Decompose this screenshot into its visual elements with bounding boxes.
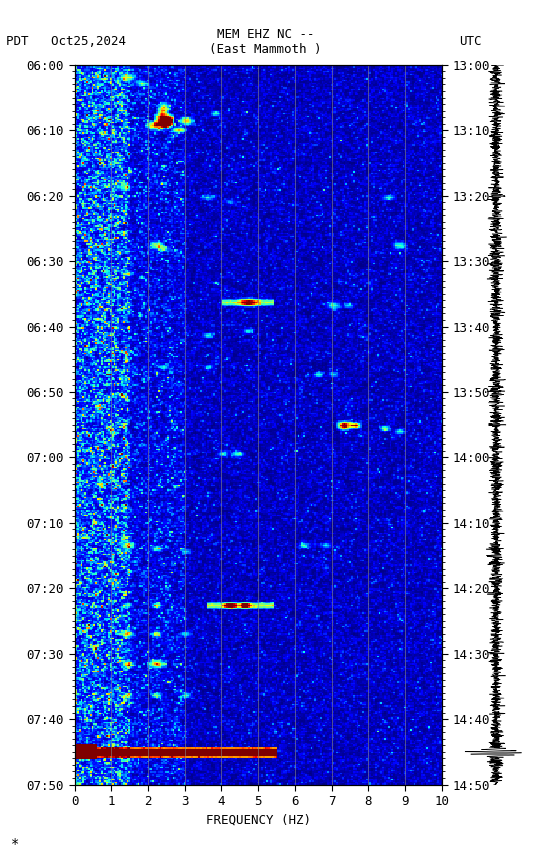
Text: PDT   Oct25,2024: PDT Oct25,2024 <box>6 35 125 48</box>
Text: MEM EHZ NC --: MEM EHZ NC -- <box>217 28 314 41</box>
X-axis label: FREQUENCY (HZ): FREQUENCY (HZ) <box>205 814 311 827</box>
Text: *: * <box>11 837 19 851</box>
Text: UTC: UTC <box>459 35 481 48</box>
Text: (East Mammoth ): (East Mammoth ) <box>209 42 322 56</box>
